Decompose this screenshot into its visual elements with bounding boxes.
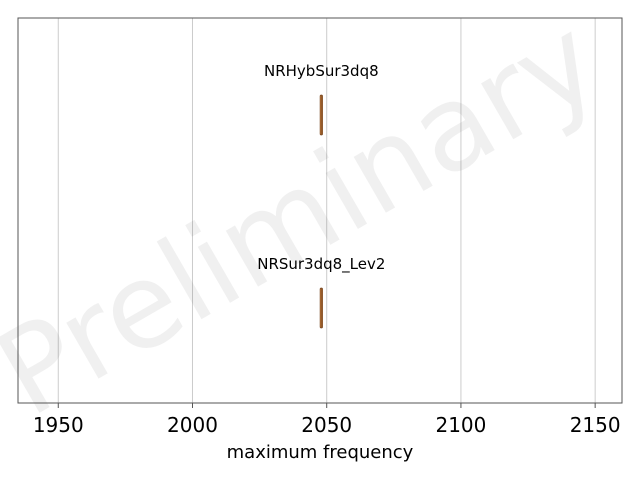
tick-label-2050: 2050 bbox=[301, 413, 352, 437]
tick-label-2100: 2100 bbox=[435, 413, 486, 437]
plot-frame bbox=[17, 17, 623, 404]
series-label-1: NRHybSur3dq8 bbox=[264, 62, 379, 80]
tick-label-1950: 1950 bbox=[33, 413, 84, 437]
x-axis-label: maximum frequency bbox=[227, 442, 414, 463]
box-1: NRHybSur3dq8 bbox=[264, 62, 379, 136]
series-label-2: NRSur3dq8_Lev2 bbox=[257, 255, 385, 274]
box-2: NRSur3dq8_Lev2 bbox=[257, 255, 385, 329]
tick-label-2000: 2000 bbox=[167, 413, 218, 437]
tick-label-2150: 2150 bbox=[570, 413, 621, 437]
x-ticks: 1950 2000 2050 2100 2150 bbox=[33, 403, 621, 437]
grid-lines bbox=[57, 18, 596, 403]
boxes: NRHybSur3dq8 NRSur3dq8_Lev2 bbox=[257, 62, 385, 329]
